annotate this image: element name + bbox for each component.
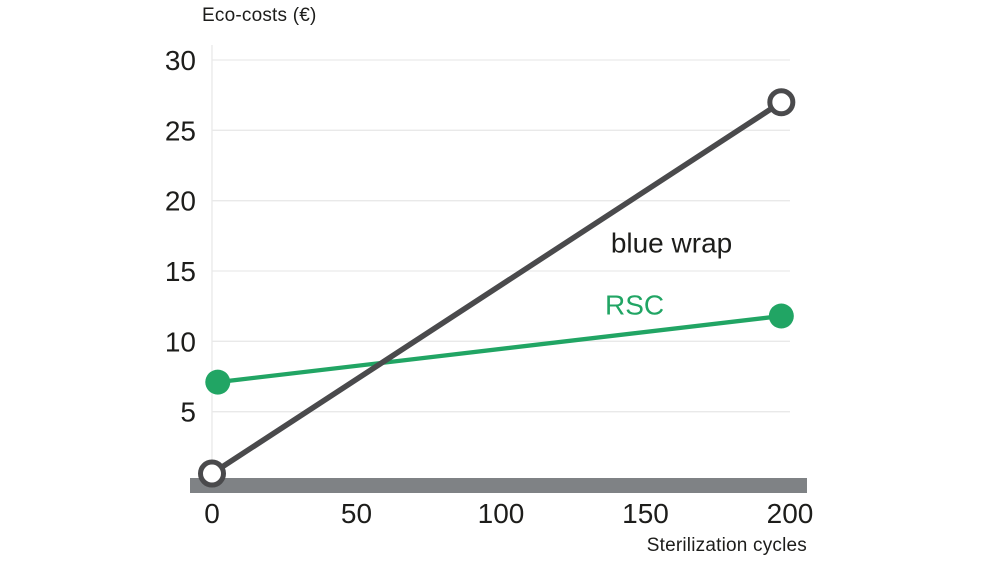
- y-tick-label-15: 15: [165, 256, 196, 287]
- y-tick-label-25: 25: [165, 115, 196, 146]
- y-tick-label-5: 5: [180, 397, 196, 428]
- chart-title: Eco-costs (€): [202, 5, 317, 26]
- series-label-RSC: RSC: [605, 290, 664, 321]
- y-tick-label-30: 30: [165, 45, 196, 76]
- x-tick-label-150: 150: [622, 498, 669, 529]
- x-tick-label-200: 200: [767, 498, 814, 529]
- data-point-RSC-1: [768, 303, 794, 329]
- x-tick-label-50: 50: [341, 498, 372, 529]
- y-tick-label-20: 20: [165, 186, 196, 217]
- series-label-blue-wrap: blue wrap: [611, 228, 732, 259]
- series-line-blue-wrap: [209, 99, 785, 477]
- data-point-blue-wrap-0: [198, 459, 226, 488]
- x-axis-baseline-bar: [190, 478, 807, 493]
- series-line-RSC: [215, 313, 784, 385]
- data-point-RSC-0: [205, 369, 231, 395]
- x-axis-title: Sterilization cycles: [646, 535, 807, 556]
- y-tick-label-10: 10: [165, 326, 196, 357]
- x-tick-label-0: 0: [204, 498, 220, 529]
- x-tick-label-100: 100: [478, 498, 525, 529]
- data-point-blue-wrap-1: [767, 88, 796, 117]
